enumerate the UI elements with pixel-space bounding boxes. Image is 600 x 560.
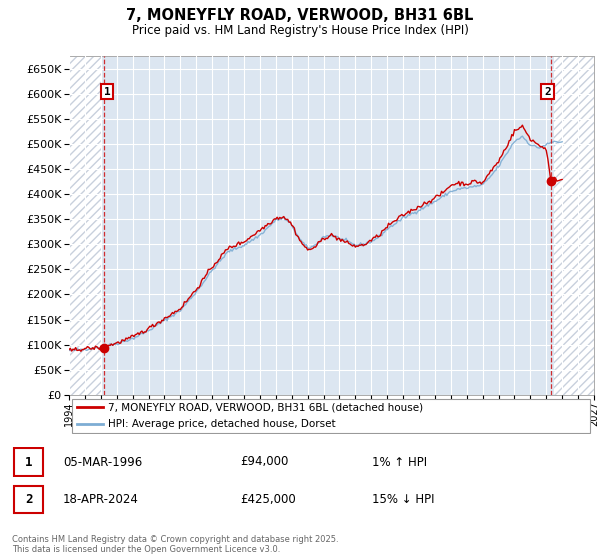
Text: 2: 2 xyxy=(25,493,32,506)
Text: 15% ↓ HPI: 15% ↓ HPI xyxy=(372,493,434,506)
FancyBboxPatch shape xyxy=(71,399,590,432)
Text: 18-APR-2024: 18-APR-2024 xyxy=(63,493,139,506)
Text: £94,000: £94,000 xyxy=(240,455,289,469)
Text: 2: 2 xyxy=(544,87,551,96)
Text: 1: 1 xyxy=(25,455,32,469)
Text: 1% ↑ HPI: 1% ↑ HPI xyxy=(372,455,427,469)
Text: HPI: Average price, detached house, Dorset: HPI: Average price, detached house, Dors… xyxy=(109,419,336,429)
Text: Price paid vs. HM Land Registry's House Price Index (HPI): Price paid vs. HM Land Registry's House … xyxy=(131,24,469,37)
Text: 05-MAR-1996: 05-MAR-1996 xyxy=(63,455,142,469)
Text: Contains HM Land Registry data © Crown copyright and database right 2025.
This d: Contains HM Land Registry data © Crown c… xyxy=(12,535,338,554)
Text: 7, MONEYFLY ROAD, VERWOOD, BH31 6BL: 7, MONEYFLY ROAD, VERWOOD, BH31 6BL xyxy=(127,8,473,24)
Text: £425,000: £425,000 xyxy=(240,493,296,506)
Text: 1: 1 xyxy=(104,87,110,96)
Text: 7, MONEYFLY ROAD, VERWOOD, BH31 6BL (detached house): 7, MONEYFLY ROAD, VERWOOD, BH31 6BL (det… xyxy=(109,403,424,412)
